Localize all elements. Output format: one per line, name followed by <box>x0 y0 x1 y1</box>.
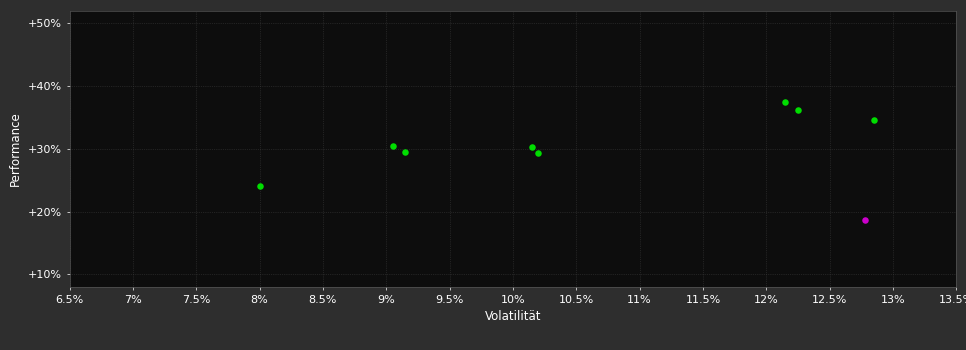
Point <box>384 143 400 148</box>
Point <box>867 118 882 123</box>
Point <box>790 107 806 113</box>
Point <box>530 150 546 156</box>
Point <box>525 144 540 150</box>
Point <box>778 99 793 104</box>
Y-axis label: Performance: Performance <box>10 111 22 186</box>
Point <box>252 184 268 189</box>
Point <box>858 217 873 223</box>
Point <box>398 149 413 155</box>
X-axis label: Volatilität: Volatilität <box>485 310 541 323</box>
